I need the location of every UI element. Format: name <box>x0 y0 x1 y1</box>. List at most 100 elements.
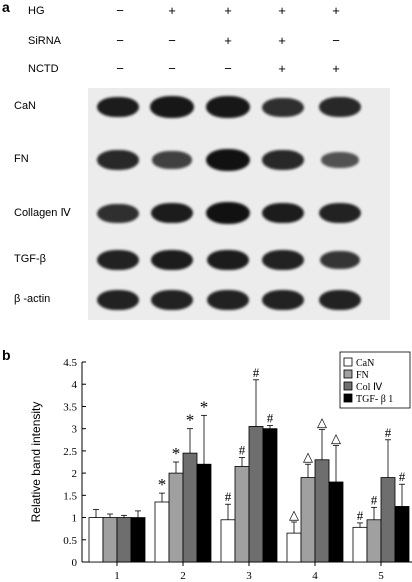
blot-band <box>206 149 250 171</box>
significance-mark: * <box>186 411 195 430</box>
blot-band <box>150 96 194 118</box>
treatment-mark: + <box>332 61 340 76</box>
blot-band <box>261 202 305 224</box>
blot-band <box>262 97 304 117</box>
blot-band <box>150 249 194 271</box>
bar <box>88 517 104 563</box>
treatment-mark: − <box>168 61 176 76</box>
blot-band <box>321 152 359 168</box>
bar <box>394 506 410 563</box>
treatment-mark: − <box>116 61 124 76</box>
y-tick-label: 2.5 <box>63 446 77 458</box>
treatment-mark: + <box>168 3 176 18</box>
treatment-mark: − <box>168 33 176 48</box>
blot-band <box>206 289 250 311</box>
y-tick-label: 0.5 <box>63 535 77 547</box>
treatment-label-hg: HG <box>28 5 45 17</box>
bar <box>328 481 344 563</box>
y-tick-label: 3.5 <box>63 401 77 413</box>
bar <box>248 426 264 563</box>
legend-swatch <box>343 357 353 367</box>
bar <box>220 519 236 563</box>
bar <box>130 517 146 563</box>
bar <box>168 472 184 563</box>
bar <box>366 519 382 563</box>
significance-mark: # <box>267 411 274 426</box>
legend-swatch <box>343 369 353 379</box>
blot-band <box>318 202 362 224</box>
significance-mark: * <box>158 475 167 494</box>
legend-label: Col Ⅳ <box>356 382 383 393</box>
blot-band <box>261 289 305 311</box>
y-tick-label: 2 <box>72 468 78 480</box>
blot-band <box>150 202 194 224</box>
bar <box>380 477 396 563</box>
bar <box>352 526 368 563</box>
bar <box>154 501 170 563</box>
bar <box>196 463 212 563</box>
treatment-mark: + <box>224 33 232 48</box>
bar <box>314 459 330 563</box>
blot-band <box>96 96 140 118</box>
treatment-mark: + <box>332 3 340 18</box>
blot-band <box>206 249 250 271</box>
blot-band <box>261 249 305 271</box>
band-label: Collagen Ⅳ <box>14 207 71 219</box>
y-tick-label: 0 <box>72 557 78 569</box>
blot-band <box>150 289 194 311</box>
bar <box>234 466 250 563</box>
significance-mark: △ <box>331 431 341 446</box>
y-tick-label: 4 <box>72 379 78 391</box>
panel-b-letter: b <box>2 347 11 363</box>
blot-band <box>97 203 139 223</box>
legend-label: FN <box>356 370 369 381</box>
bar <box>182 452 198 563</box>
blot-band <box>319 250 361 270</box>
blot-band <box>318 289 362 311</box>
significance-mark: # <box>357 508 364 523</box>
treatment-mark: − <box>332 33 340 48</box>
y-tick-label: 3 <box>72 424 78 436</box>
legend-label: CaN <box>356 358 374 369</box>
significance-mark: △ <box>289 507 299 522</box>
treatment-label-sirna: SiRNA <box>28 35 62 47</box>
significance-mark: △ <box>303 449 313 464</box>
x-tick-label: 4 <box>312 570 318 582</box>
blot-band <box>262 150 304 170</box>
bar-chart: 0 0.5 1 1.5 2 2.5 3 3.5 4 4.5 Relative band intens… <box>29 351 412 582</box>
treatment-mark: − <box>116 3 124 18</box>
legend-label: TGF- β 1 <box>356 394 393 405</box>
blot-band <box>96 249 140 271</box>
blot-band <box>97 150 139 170</box>
bar <box>102 517 118 563</box>
x-tick-label: 1 <box>114 570 120 582</box>
y-tick-label: 4.5 <box>63 357 77 369</box>
y-tick-label: 1.5 <box>63 490 77 502</box>
x-tick-label: 3 <box>246 570 252 582</box>
significance-mark: # <box>225 489 232 504</box>
bar <box>286 532 302 563</box>
significance-mark: # <box>253 365 260 380</box>
blot-band <box>206 202 250 224</box>
band-label: CaN <box>14 100 37 112</box>
significance-mark: * <box>200 397 209 416</box>
treatment-mark: + <box>278 61 286 76</box>
band-label: FN <box>14 153 29 165</box>
treatment-mark: + <box>224 3 232 18</box>
band-label: β -actin <box>14 293 51 305</box>
treatment-mark: − <box>224 61 232 76</box>
treatment-mark: + <box>278 3 286 18</box>
band-label: TGF-β <box>14 253 46 265</box>
x-tick-label: 5 <box>378 570 384 582</box>
treatment-label-nctd: NCTD <box>28 63 59 75</box>
y-tick-label: 1 <box>72 513 78 525</box>
significance-mark: # <box>371 492 378 507</box>
bar <box>116 517 132 563</box>
significance-mark: # <box>399 469 406 484</box>
treatment-mark: + <box>278 33 286 48</box>
bar <box>262 428 278 563</box>
significance-mark: # <box>239 443 246 458</box>
legend-swatch <box>343 381 353 391</box>
blot-band <box>319 97 361 117</box>
blot-band <box>96 289 140 311</box>
